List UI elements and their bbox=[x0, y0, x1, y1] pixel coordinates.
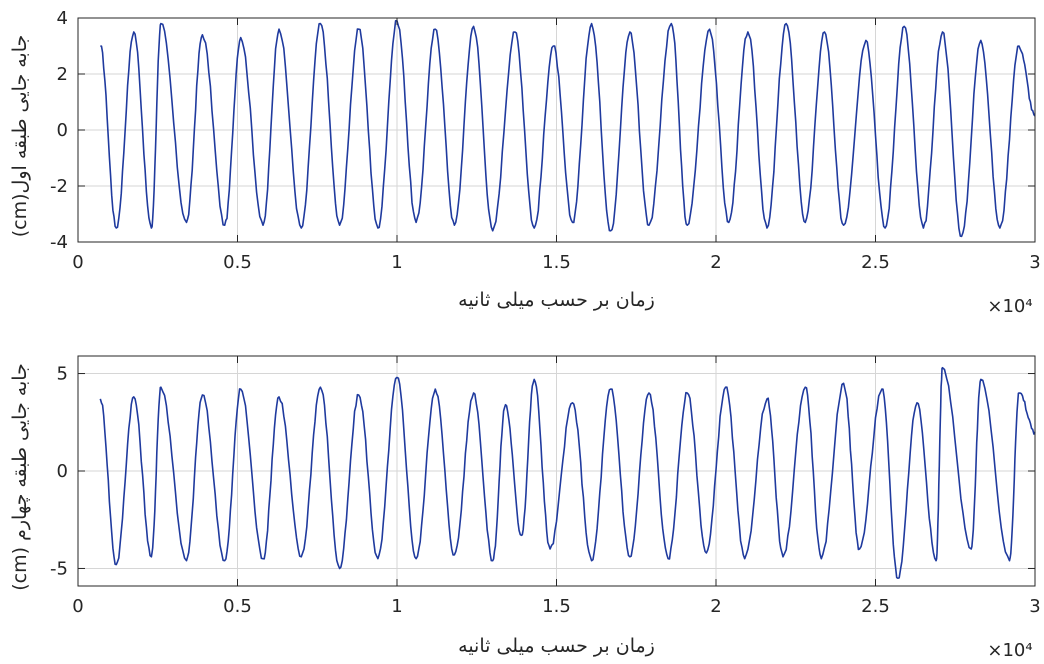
x-axis-label: زمان بر حسب میلی ثانیه bbox=[458, 635, 655, 657]
x-exponent-label: ×10⁴ bbox=[987, 296, 1032, 317]
series-line bbox=[99, 366, 1036, 579]
x-tick-label: 3 bbox=[1029, 596, 1040, 617]
x-tick-label: 0 bbox=[72, 596, 83, 617]
y-axis-label: جابه جایی طبقه چهارم (cm) bbox=[9, 363, 31, 591]
y-tick-label: 0 bbox=[57, 120, 68, 141]
x-tick-label: 2.5 bbox=[861, 252, 890, 273]
x-exponent-label: ×10⁴ bbox=[987, 640, 1032, 661]
x-tick-label: 2 bbox=[710, 596, 721, 617]
y-tick-label: -5 bbox=[50, 558, 68, 579]
x-tick-label: 2.5 bbox=[861, 596, 890, 617]
y-tick-label: 4 bbox=[57, 8, 68, 29]
y-tick-label: -4 bbox=[50, 232, 68, 253]
series-line bbox=[100, 20, 1036, 238]
y-tick-label: 5 bbox=[57, 364, 68, 385]
x-axis-label: زمان بر حسب میلی ثانیه bbox=[458, 289, 655, 311]
x-tick-label: 1.5 bbox=[542, 596, 571, 617]
y-tick-label: 0 bbox=[57, 461, 68, 482]
x-tick-label: 1.5 bbox=[542, 252, 571, 273]
plot-floor-1: 0 0.5 1 1.5 2 2.5 3 -4 -2 0 2 4 زمان بر حسب میلی ثان… bbox=[9, 8, 1041, 317]
x-tick-label: 0.5 bbox=[223, 252, 252, 273]
x-tick-label: 1 bbox=[391, 252, 402, 273]
y-tick-label: -2 bbox=[50, 176, 68, 197]
y-axis-label: جابه جایی طبقه اول(cm) bbox=[9, 35, 31, 238]
x-tick-label: 2 bbox=[710, 252, 721, 273]
x-tick-label: 1 bbox=[391, 596, 402, 617]
y-tick-label: 2 bbox=[57, 64, 68, 85]
x-tick-label: 0 bbox=[72, 252, 83, 273]
x-tick-label: 3 bbox=[1029, 252, 1040, 273]
x-tick-label: 0.5 bbox=[223, 596, 252, 617]
